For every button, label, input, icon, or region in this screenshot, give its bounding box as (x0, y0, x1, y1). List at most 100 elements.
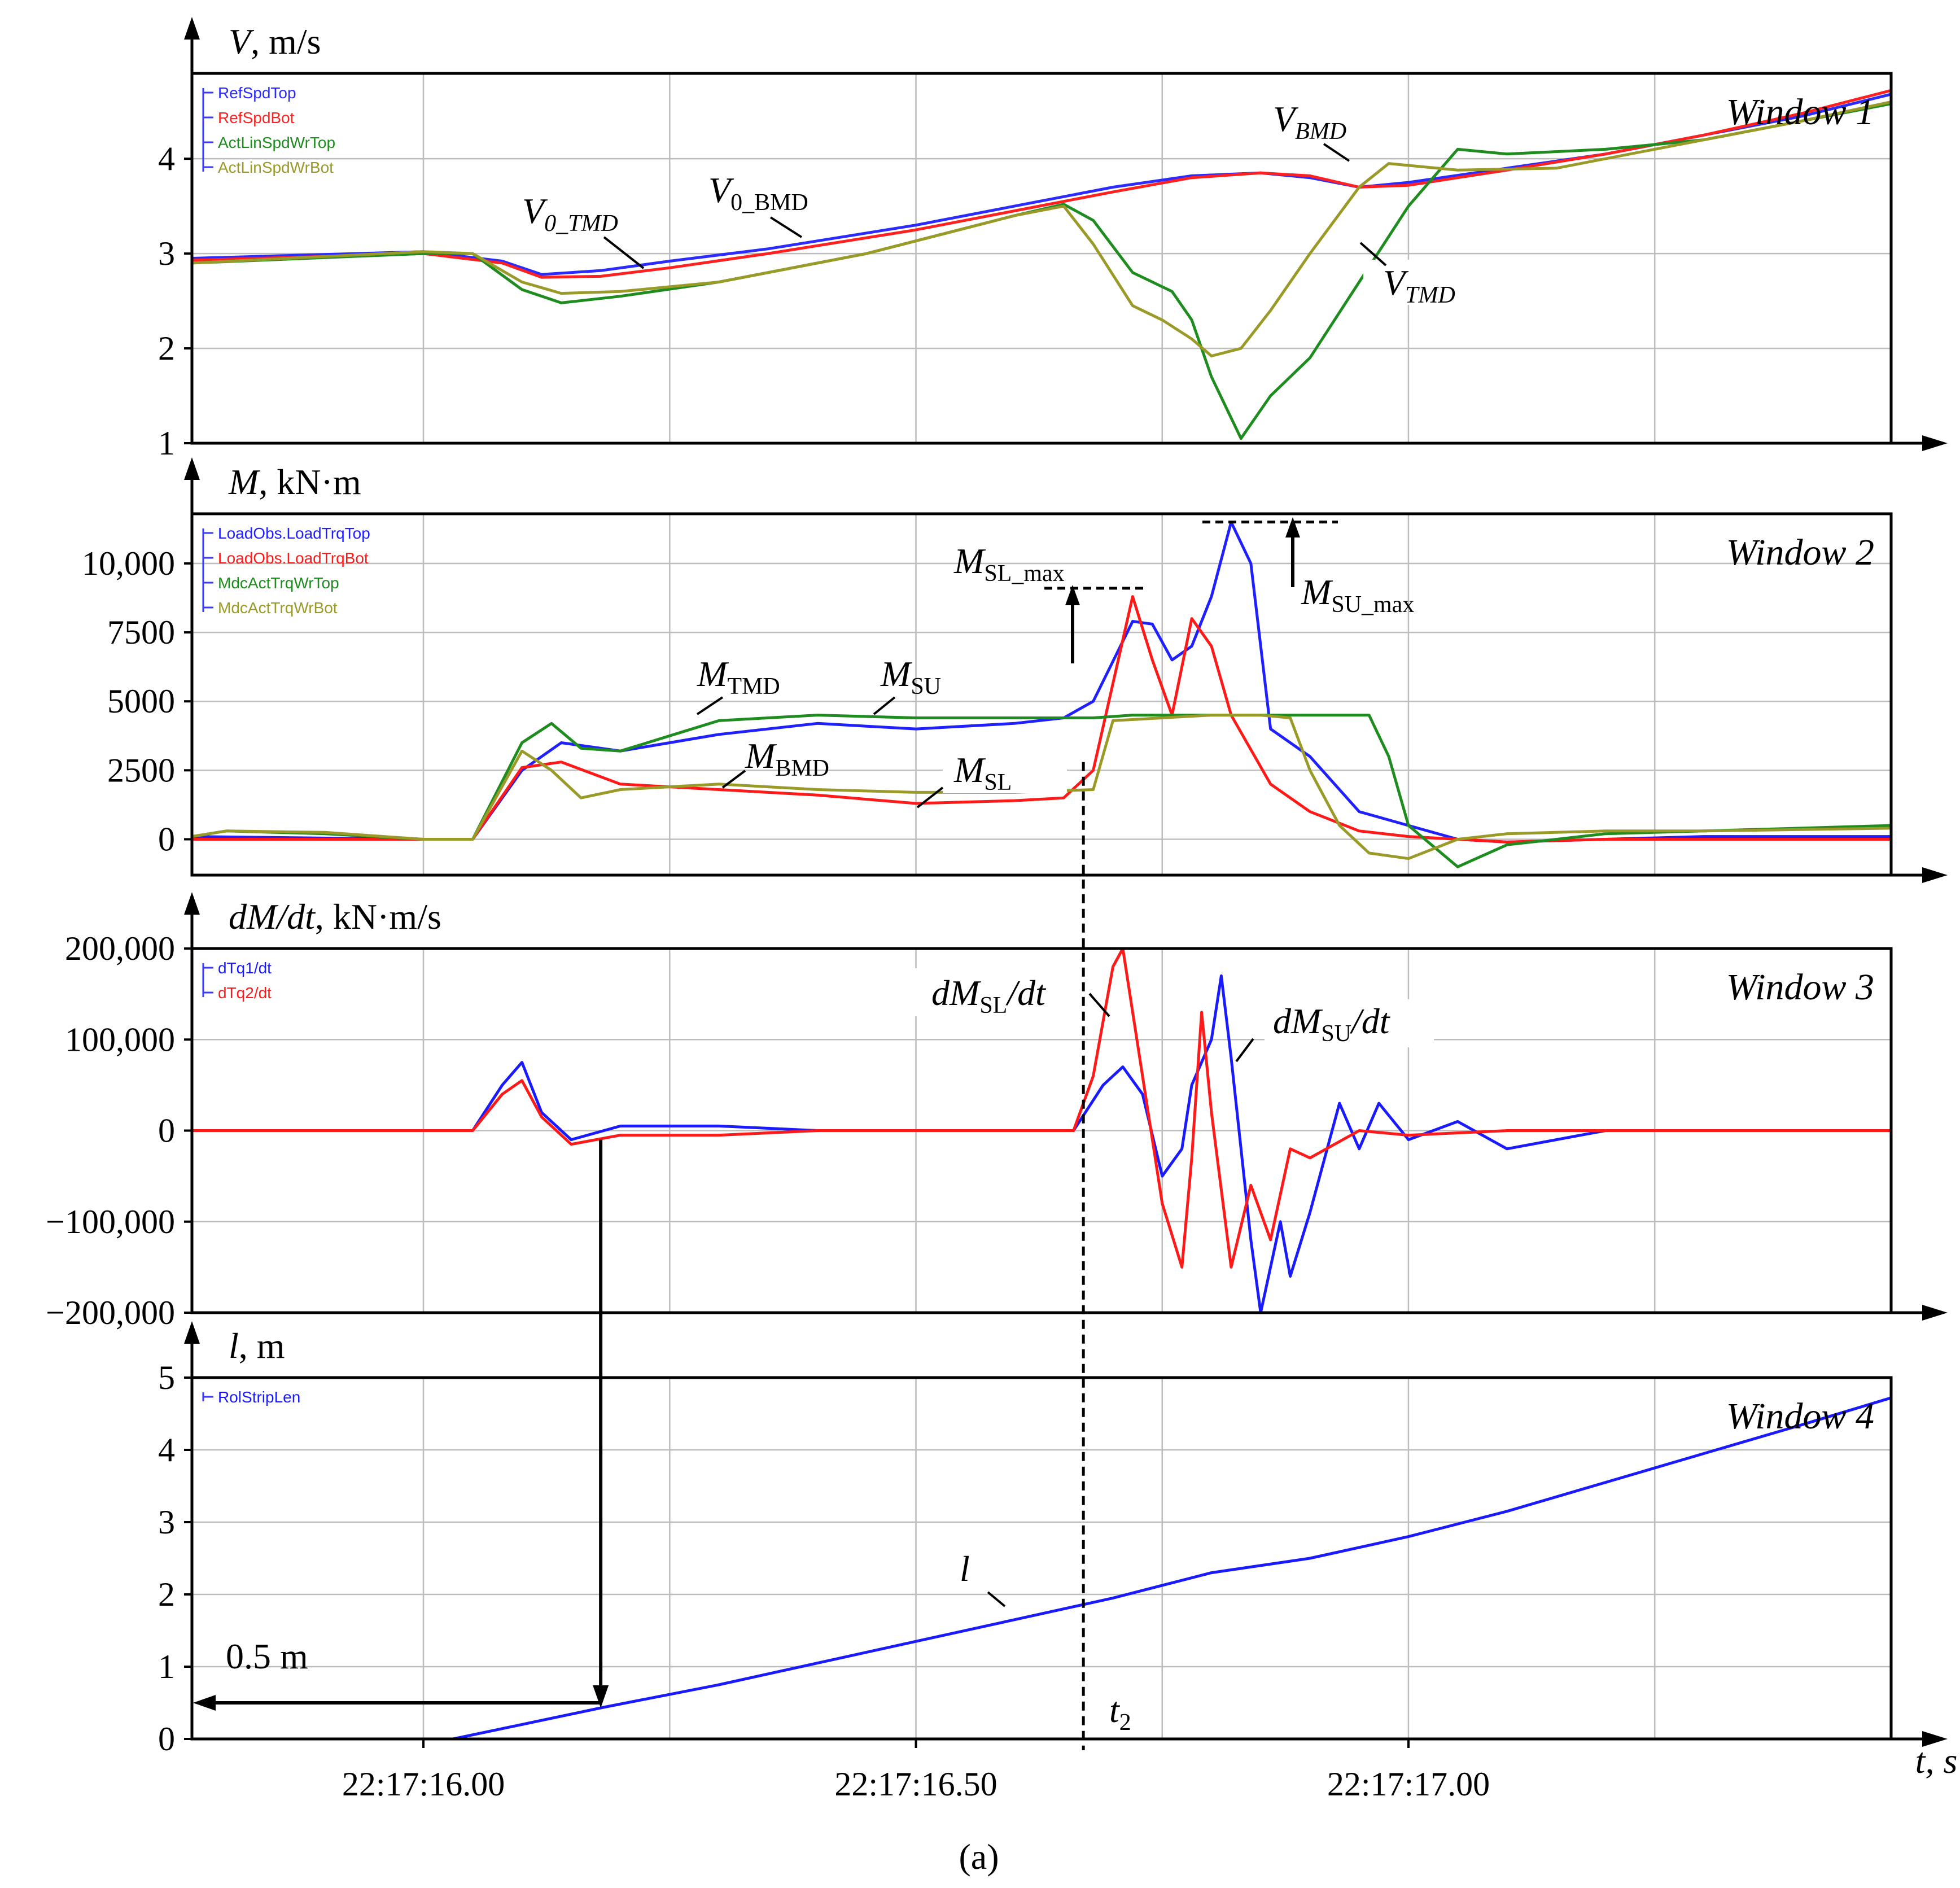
y-axis-arrow (184, 1321, 200, 1344)
window-label: Window 2 (1726, 532, 1874, 573)
annotation-v-0-tmd: V0_TMD (522, 191, 618, 237)
y-tick-label: 10,000 (82, 545, 175, 582)
y-tick-label: 2 (158, 1576, 175, 1613)
arrow-head (1285, 517, 1300, 537)
annotation-dm-su-dt: dMSU/dt (1273, 1001, 1391, 1047)
annotation-m-su: MSU (880, 654, 941, 700)
series-dtq1-dt (192, 974, 1891, 1314)
annotation-m-tmd: MTMD (697, 654, 780, 700)
label-backdrop (1363, 260, 1493, 305)
annotation-m-bmd: MBMD (745, 736, 829, 781)
leader-line (916, 786, 944, 808)
y-tick-label: 1 (158, 425, 175, 462)
series-loadobs-loadtrqbot (192, 595, 1891, 844)
y-axis-arrow (184, 457, 200, 480)
y-axis-arrow (184, 892, 200, 915)
y-axis-label-var: M (228, 462, 261, 502)
y-axis-arrow (184, 17, 200, 40)
legend-entry-dtq1-dt: dTq1/dt (218, 959, 272, 977)
y-axis-label-var: dM/dt (229, 897, 316, 937)
y-axis-label-unit: , m (239, 1326, 285, 1366)
x-tick-label: 22:17:17.00 (1327, 1765, 1490, 1803)
y-axis-label-unit: , kN·m/s (315, 897, 441, 937)
window-label: Window 3 (1726, 967, 1874, 1008)
window-label: Window 4 (1726, 1396, 1874, 1437)
annotation-v-tmd: VTMD (1383, 263, 1455, 308)
y-tick-label: 3 (158, 1504, 175, 1541)
y-axis-label: dM/dt, kN·m/s (229, 897, 441, 937)
x-tick-label: 22:17:16.50 (834, 1765, 997, 1803)
annotation-dm-sl-dt: dMSL/dt (931, 973, 1047, 1019)
x-tick-label: 22:17:16.00 (342, 1765, 505, 1803)
leader-line (873, 696, 896, 715)
x-axis-arrow (1922, 1305, 1948, 1321)
plot-frame (190, 1376, 1893, 1741)
drop-arrow-head (593, 1685, 609, 1708)
y-tick-label: 0 (158, 820, 175, 858)
y-tick-label: 3 (158, 235, 175, 272)
y-tick-label: 4 (158, 1431, 175, 1469)
series-rolstriplen (192, 1396, 1892, 1741)
leader-line (603, 236, 645, 269)
legend-entry-rolstriplen: RolStripLen (218, 1388, 300, 1406)
leader-line (1323, 143, 1350, 162)
label-backdrop (943, 748, 1067, 793)
label-backdrop (1262, 96, 1397, 141)
series-refspdbot (191, 89, 1892, 279)
series-actlinspdwrtop (191, 102, 1892, 440)
annotation-m-sl-max: MSL_max (953, 541, 1065, 587)
y-tick-label: 4 (158, 140, 175, 177)
series-refspdtop (191, 93, 1892, 276)
y-axis-label: V, m/s (229, 21, 321, 62)
y-tick-label: 7500 (107, 614, 175, 651)
y-tick-label: 200,000 (65, 930, 175, 967)
plot-frame (190, 72, 1893, 445)
legend-entry-dtq2-dt: dTq2/dt (218, 984, 272, 1002)
label-backdrop (1265, 999, 1434, 1047)
panel-3: −200,000 −100,000 0 100,000 200,000 dM/dt, kN… (46, 892, 1948, 1331)
annotation-0-5-m: 0.5 m (226, 1636, 308, 1676)
legend-entry-loadobs-loadtrqbot: LoadObs.LoadTrqBot (218, 549, 369, 567)
y-tick-label: 1 (158, 1648, 175, 1685)
x-axis-arrow (1922, 867, 1948, 883)
legend-entry-mdcacttrqwrbot: MdcActTrqWrBot (218, 599, 338, 617)
window-label: Window 1 (1726, 91, 1874, 133)
annotation-layer: V0_TMD V0_BMD VBMD VTMD MTMD MSU MBMD MSL MSL_ma… (193, 96, 1493, 1750)
figure-caption: (a) (959, 1837, 999, 1877)
annotation-v-bmd: VBMD (1273, 99, 1346, 145)
y-tick-label: 2 (158, 330, 175, 367)
y-tick-label: 0 (158, 1720, 175, 1758)
x-axis-arrow (1922, 435, 1948, 451)
panel-2: 0 2500 5000 7500 10,000 M, kN·m Window 2 LoadOb… (82, 457, 1948, 883)
leader-line (1235, 1038, 1254, 1063)
y-tick-label: 2500 (107, 751, 175, 789)
legend-entry-refspdbot: RefSpdBot (218, 109, 295, 126)
y-tick-label: 100,000 (65, 1021, 175, 1058)
y-tick-label: 5 (158, 1359, 175, 1396)
series-mdcacttrqwrbot (191, 714, 1892, 860)
annotation-v-0-bmd: V0_BMD (708, 170, 808, 216)
leader-line (987, 1591, 1006, 1607)
y-axis-label-unit: , kN·m (259, 462, 361, 502)
annotation-t-2: t2 (1109, 1690, 1131, 1736)
annotation-m-su-max: MSU_max (1301, 572, 1414, 618)
y-axis-label: l, m (229, 1326, 285, 1366)
series-loadobs-loadtrqtop (191, 521, 1891, 844)
leader-line (769, 216, 803, 238)
leader-line (1359, 242, 1387, 266)
panel-1: 1 2 3 4 V, m/s Window 1 RefSpdTop RefSpdBot ActL… (158, 17, 1948, 462)
y-axis-label: M, kN·m (228, 462, 361, 502)
legend-entry-actlinspdwrtop: ActLinSpdWrTop (218, 134, 335, 151)
legend-entry-actlinspdwrbot: ActLinSpdWrBot (218, 159, 334, 176)
x-axis-labels: 22:17:16.00 22:17:16.50 22:17:17.00 t, s (342, 1739, 1957, 1803)
y-axis-label-var: V (229, 21, 255, 62)
annotation-l: l (960, 1549, 970, 1589)
series-dtq2-dt (192, 947, 1891, 1269)
leader-line (696, 696, 724, 715)
y-axis-label-var: l (229, 1326, 239, 1366)
span-arrow-head (193, 1695, 216, 1711)
x-axis-label: t, s (1915, 1741, 1958, 1781)
series-actlinspdwrbot (191, 100, 1892, 357)
